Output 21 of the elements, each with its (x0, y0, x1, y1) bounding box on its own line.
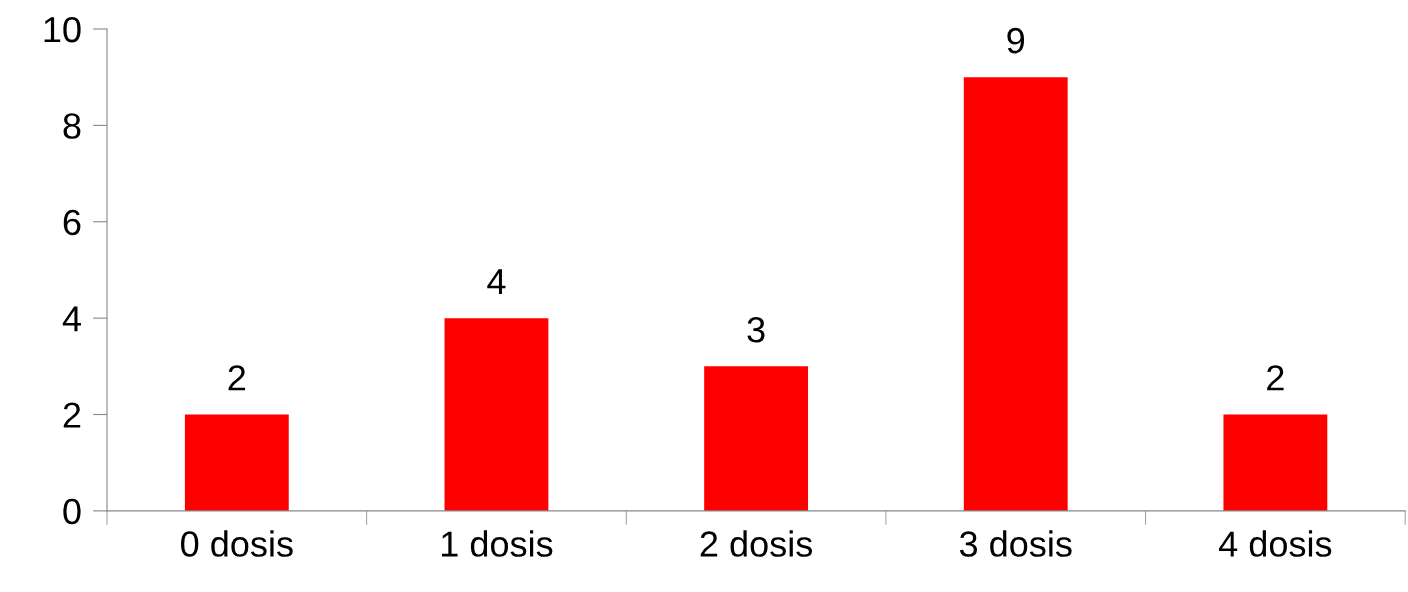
bar (1223, 414, 1328, 511)
data-label: 9 (1007, 27, 1025, 54)
x-tick-label: 4 dosis (1218, 530, 1332, 557)
y-tick-label: 8 (63, 113, 81, 139)
data-label: 3 (747, 316, 765, 343)
x-tick-label: 3 dosis (959, 530, 1072, 557)
bar (184, 414, 289, 511)
data-label: 4 (487, 269, 506, 294)
bar (704, 366, 809, 511)
x-tick-label: 2 dosis (700, 530, 812, 557)
x-tick-label: 1 dosis (442, 530, 553, 557)
bar (963, 77, 1068, 511)
y-tick-label: 6 (63, 209, 81, 236)
y-tick-label: 2 (63, 402, 81, 428)
bar (444, 318, 549, 511)
y-tick-label: 4 (62, 306, 81, 332)
data-label: 2 (1267, 365, 1284, 391)
data-label: 2 (228, 365, 246, 391)
x-tick-label: 0 dosis (181, 530, 293, 557)
y-tick-label: 0 (63, 498, 81, 525)
y-tick-label: 10 (44, 16, 81, 43)
